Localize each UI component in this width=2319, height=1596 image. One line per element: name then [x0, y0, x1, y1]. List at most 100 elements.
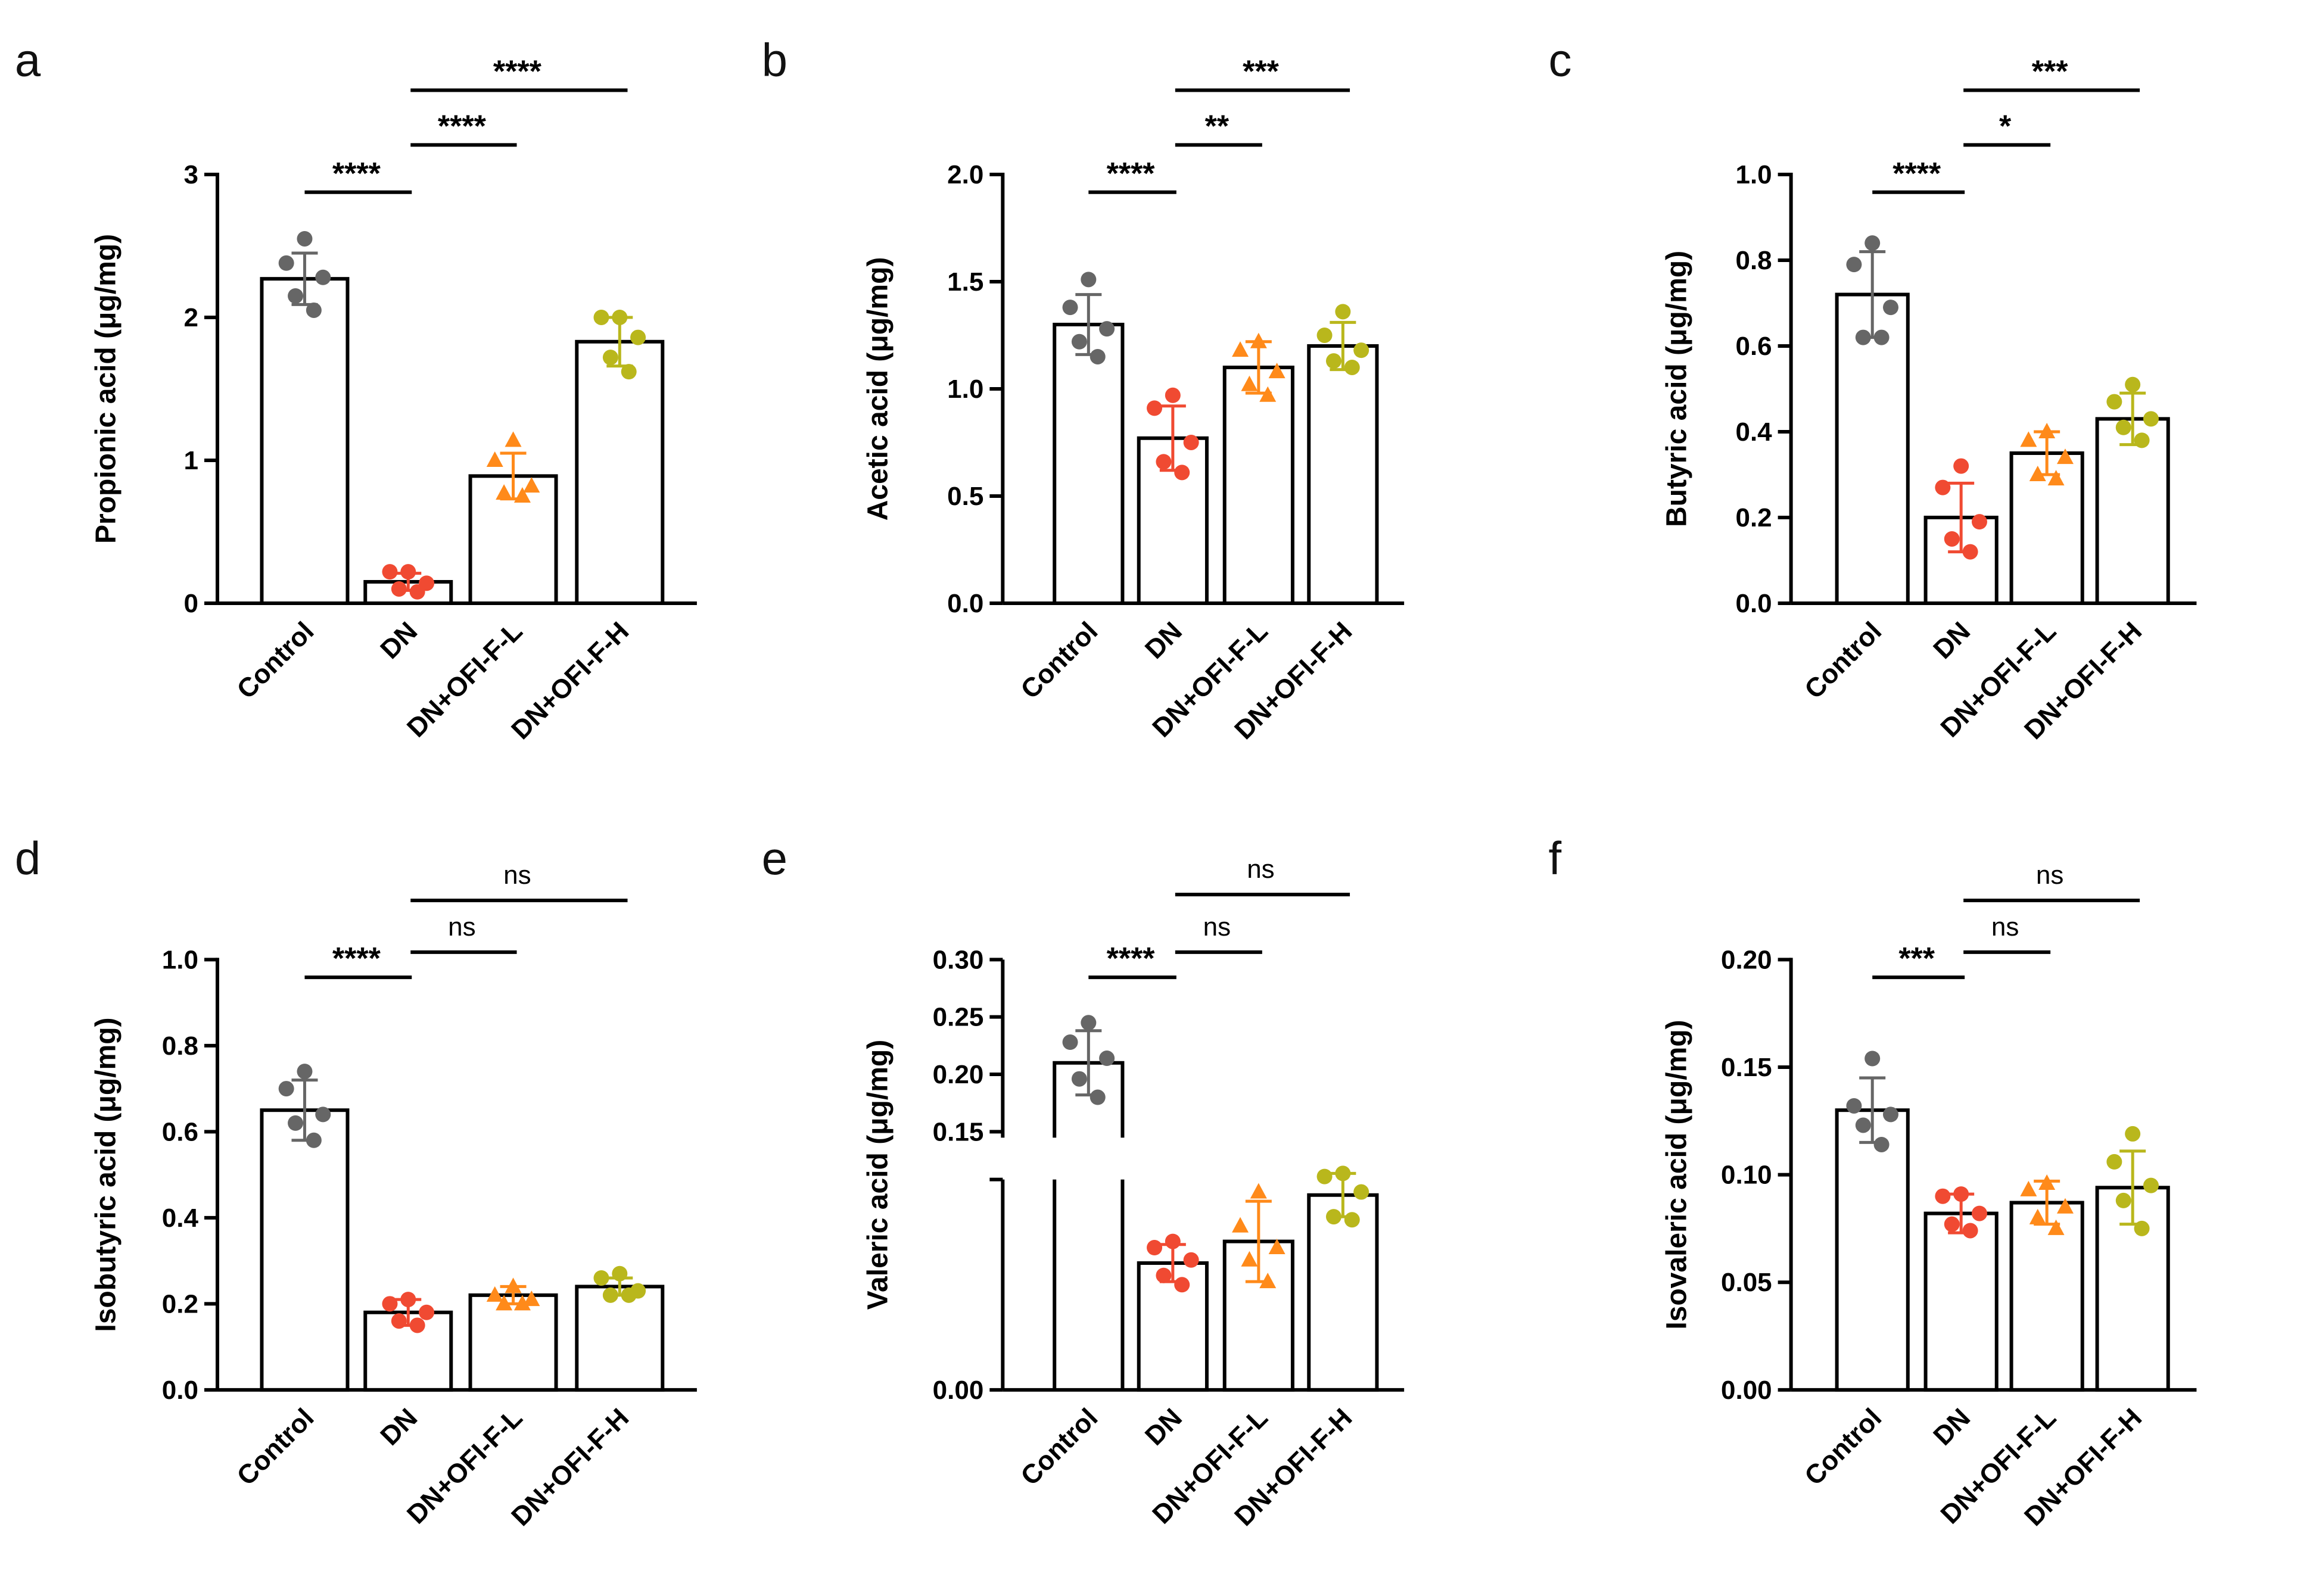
y-tick-label: 1.0: [947, 375, 983, 404]
data-point: [612, 1265, 628, 1282]
y-tick-label: 0.10: [1721, 1161, 1772, 1190]
data-point: [602, 1287, 618, 1303]
data-point: [621, 1287, 637, 1303]
data-point: [306, 1132, 322, 1148]
data-point: [2047, 1219, 2065, 1235]
data-point: [1183, 434, 1199, 450]
significance-label: ****: [1892, 157, 1941, 191]
data-point: [2143, 411, 2159, 427]
data-point: [315, 269, 331, 285]
data-point: [1325, 1209, 1341, 1225]
significance-label: ****: [1107, 157, 1156, 191]
y-tick-label: 3: [183, 160, 198, 189]
data-point: [1846, 257, 1862, 273]
bar-lower: [1053, 1179, 1125, 1390]
data-point: [1316, 1168, 1333, 1184]
data-point: [1232, 341, 1249, 357]
data-point: [1971, 1205, 1987, 1221]
data-point: [1344, 359, 1360, 375]
data-point: [1156, 1267, 1172, 1283]
significance-label: ns: [1203, 912, 1231, 942]
y-tick-label: 0.0: [162, 1376, 198, 1405]
data-point: [602, 350, 618, 366]
bar: [575, 1285, 665, 1392]
y-axis-label: Isovaleric acid (μg/mg): [1661, 1020, 1692, 1329]
category-label: Control: [231, 1402, 319, 1491]
data-point: [1174, 465, 1190, 481]
data-point: [486, 451, 503, 467]
data-point: [1316, 327, 1333, 343]
data-point: [1873, 1136, 1890, 1152]
data-point: [1883, 300, 1899, 316]
data-point: [630, 329, 646, 345]
y-tick-label: 0.6: [1735, 332, 1772, 361]
data-point: [288, 1115, 304, 1131]
data-point: [2056, 448, 2074, 465]
data-point: [1241, 1251, 1258, 1267]
data-point: [593, 309, 609, 325]
data-point: [297, 1064, 313, 1080]
data-point: [2134, 432, 2150, 448]
data-point: [1081, 1015, 1097, 1031]
data-point: [1081, 272, 1097, 288]
data-point: [621, 364, 637, 380]
data-point: [1250, 1183, 1267, 1199]
significance-label: ***: [1898, 942, 1935, 976]
data-point: [391, 581, 407, 597]
y-tick-label: 0.30: [933, 945, 984, 974]
data-point: [2029, 465, 2046, 481]
bar: [1923, 1211, 1999, 1392]
category-label: Control: [1014, 616, 1103, 705]
data-point: [1268, 1239, 1285, 1255]
data-point: [1259, 1273, 1277, 1289]
y-tick-label: 0.5: [947, 482, 983, 511]
data-point: [2106, 394, 2122, 410]
data-point: [1165, 1233, 1181, 1249]
y-tick-label: 0.00: [933, 1376, 984, 1405]
y-tick-label: 1.5: [947, 267, 983, 297]
data-point: [1099, 1051, 1115, 1067]
significance-label: ns: [1247, 855, 1274, 884]
data-point: [2115, 1192, 2131, 1208]
data-point: [1855, 1117, 1871, 1133]
data-point: [1344, 1212, 1360, 1228]
category-label: Control: [1798, 616, 1887, 705]
data-point: [1174, 1277, 1190, 1293]
data-point: [288, 288, 304, 304]
panel-letter: a: [15, 33, 41, 86]
data-point: [1090, 348, 1106, 364]
significance-label: ns: [503, 861, 531, 890]
data-point: [1183, 1252, 1199, 1268]
category-label: Control: [1798, 1402, 1887, 1491]
bar: [2095, 417, 2170, 605]
bar: [260, 277, 350, 605]
bar: [575, 339, 665, 605]
y-tick-label: 0.20: [933, 1060, 984, 1089]
y-tick-label: 0: [183, 589, 198, 618]
chart-panel-f: f 0.00 0.05 0.10 0.15 0.20 Isovaleric acid (μg…: [1548, 832, 2197, 1532]
y-tick-label: 0.0: [1735, 589, 1772, 618]
data-point: [612, 309, 628, 325]
data-point: [1935, 1188, 1951, 1204]
data-point: [496, 1295, 513, 1311]
significance-label: **: [1205, 109, 1229, 144]
y-tick-label: 0.05: [1721, 1268, 1772, 1297]
y-tick-label: 0.2: [162, 1289, 198, 1318]
data-point: [1062, 300, 1078, 316]
y-tick-label: 0.15: [1721, 1053, 1772, 1082]
data-point: [1953, 458, 1969, 474]
data-point: [1250, 332, 1267, 348]
y-tick-label: 0.4: [162, 1204, 199, 1233]
data-point: [382, 1296, 398, 1312]
data-point: [1147, 1240, 1163, 1256]
category-label: DN: [1139, 1402, 1188, 1451]
data-point: [1962, 1223, 1978, 1239]
data-point: [1335, 1165, 1351, 1182]
data-point: [523, 1290, 540, 1307]
significance-label: ****: [493, 54, 542, 89]
data-point: [400, 564, 416, 580]
data-point: [1241, 375, 1258, 391]
category-label: DN: [1927, 616, 1976, 665]
data-point: [1864, 1051, 1881, 1067]
data-point: [1944, 531, 1960, 547]
